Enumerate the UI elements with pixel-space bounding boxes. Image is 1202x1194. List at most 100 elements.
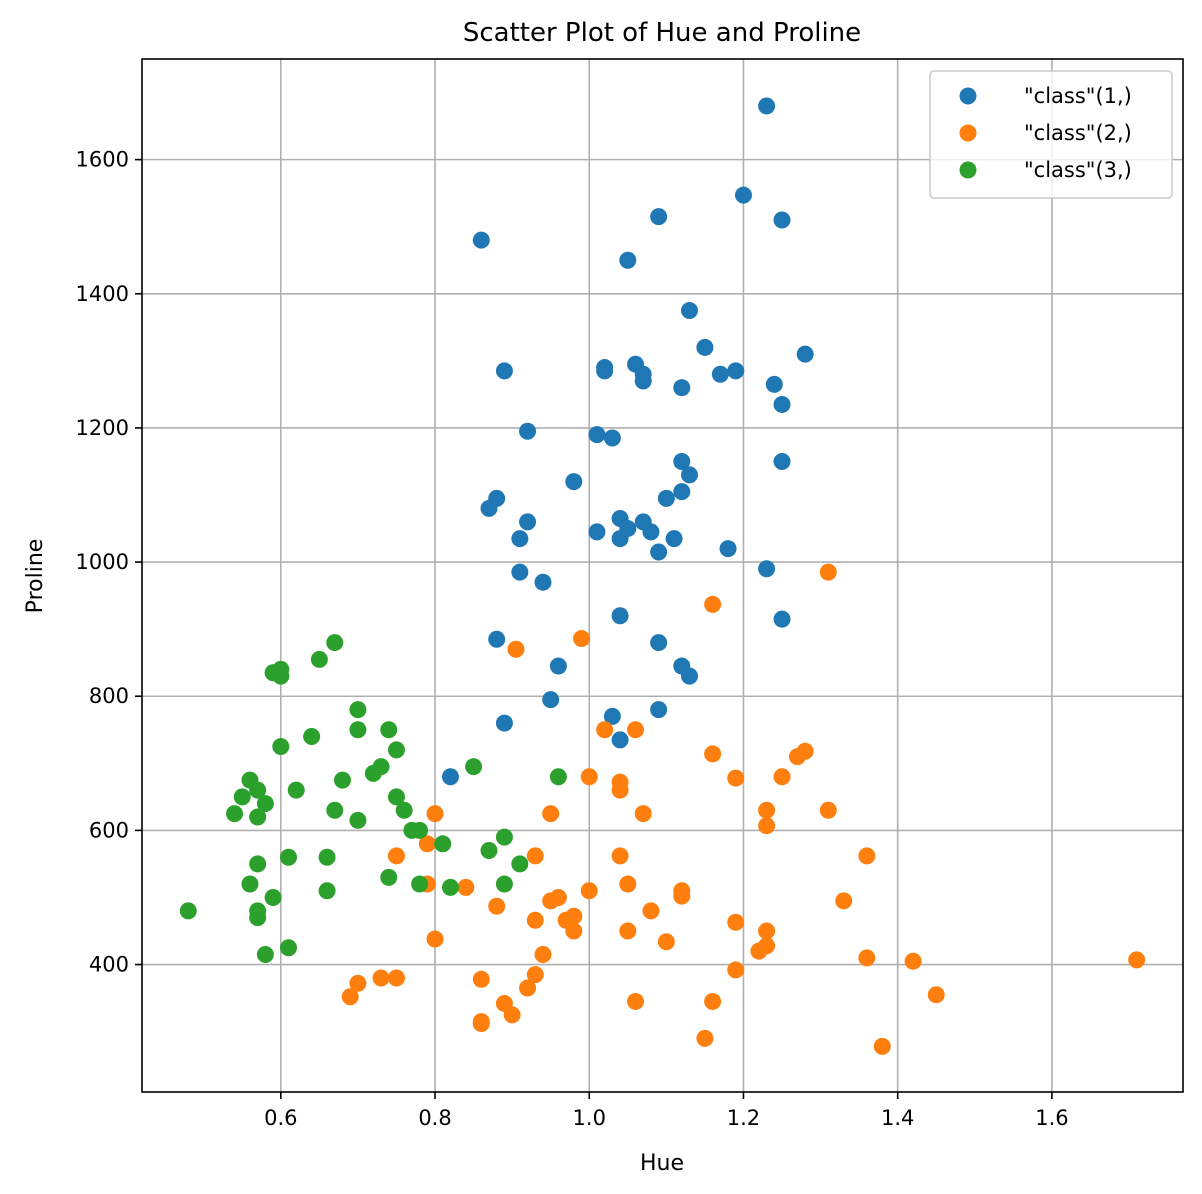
data-point [611, 781, 629, 799]
data-point [758, 922, 776, 940]
data-point [249, 909, 267, 927]
data-point [318, 848, 336, 866]
data-point [727, 961, 745, 979]
data-point [264, 888, 282, 906]
data-point [241, 875, 259, 893]
data-point [773, 395, 791, 413]
data-point [611, 731, 629, 749]
data-point [387, 741, 405, 759]
data-point [758, 97, 776, 115]
data-point [619, 875, 637, 893]
data-point [773, 768, 791, 786]
legend-label: "class"(1,) [1024, 84, 1132, 108]
data-point [596, 721, 614, 739]
data-point [441, 878, 459, 896]
data-point [411, 821, 429, 839]
y-tick-label: 1000 [76, 550, 129, 574]
data-point [526, 847, 544, 865]
legend-marker [959, 161, 977, 179]
data-point [457, 878, 475, 896]
data-point [495, 828, 513, 846]
data-point [179, 902, 197, 920]
data-point [673, 887, 691, 905]
data-point [634, 805, 652, 823]
y-tick-label: 400 [89, 953, 129, 977]
data-point [542, 805, 560, 823]
data-point [611, 847, 629, 865]
data-point [673, 379, 691, 397]
data-point [696, 1029, 714, 1047]
data-point [434, 835, 452, 853]
data-point [349, 811, 367, 829]
data-point [372, 969, 390, 987]
legend-label: "class"(3,) [1024, 158, 1132, 182]
data-point [488, 897, 506, 915]
data-point [519, 513, 537, 531]
data-point [480, 842, 498, 860]
data-points [179, 97, 1146, 1055]
x-tick-label: 1.0 [573, 1106, 606, 1130]
data-point [387, 847, 405, 865]
data-point [526, 966, 544, 984]
y-tick-label: 1400 [76, 282, 129, 306]
data-point [603, 707, 621, 725]
data-point [233, 788, 251, 806]
data-point [596, 362, 614, 380]
data-point [310, 650, 328, 668]
x-tick-label: 0.8 [418, 1106, 451, 1130]
data-point [272, 667, 290, 685]
data-point [758, 560, 776, 578]
data-point [727, 769, 745, 787]
data-point [734, 186, 752, 204]
data-point [580, 768, 598, 786]
data-point [680, 302, 698, 320]
data-point [418, 835, 436, 853]
data-point [380, 721, 398, 739]
data-point [758, 817, 776, 835]
data-point [480, 499, 498, 517]
data-point [280, 848, 298, 866]
data-point [927, 986, 945, 1004]
data-point [519, 422, 537, 440]
data-point [727, 362, 745, 380]
data-point [627, 992, 645, 1010]
data-point [511, 855, 529, 873]
data-point [395, 801, 413, 819]
data-point [349, 974, 367, 992]
legend-marker [959, 124, 977, 142]
grid [142, 59, 1183, 1092]
data-point [727, 913, 745, 931]
data-point [272, 738, 290, 756]
data-point [472, 1015, 490, 1033]
data-point [472, 970, 490, 988]
data-point [495, 875, 513, 893]
data-point [507, 640, 525, 658]
x-tick-label: 1.4 [881, 1106, 914, 1130]
data-point [249, 808, 267, 826]
data-point [796, 345, 814, 363]
data-point [819, 563, 837, 581]
data-point [750, 942, 768, 960]
data-point [680, 667, 698, 685]
data-point [349, 721, 367, 739]
data-point [565, 922, 583, 940]
data-point [588, 523, 606, 541]
data-point [333, 771, 351, 789]
data-point [873, 1037, 891, 1055]
data-point [542, 691, 560, 709]
data-point [711, 365, 729, 383]
data-point [226, 805, 244, 823]
data-point [650, 701, 668, 719]
plot-frame [141, 58, 1184, 1093]
data-point [611, 607, 629, 625]
data-point [650, 208, 668, 226]
data-point [511, 563, 529, 581]
data-point [765, 375, 783, 393]
data-point [858, 847, 876, 865]
y-tick-label: 600 [89, 818, 129, 842]
x-axis-label: Hue [640, 1151, 684, 1176]
data-point [573, 630, 591, 648]
plot-area [142, 59, 1183, 1092]
legend-label: "class"(2,) [1024, 121, 1132, 145]
data-point [835, 892, 853, 910]
